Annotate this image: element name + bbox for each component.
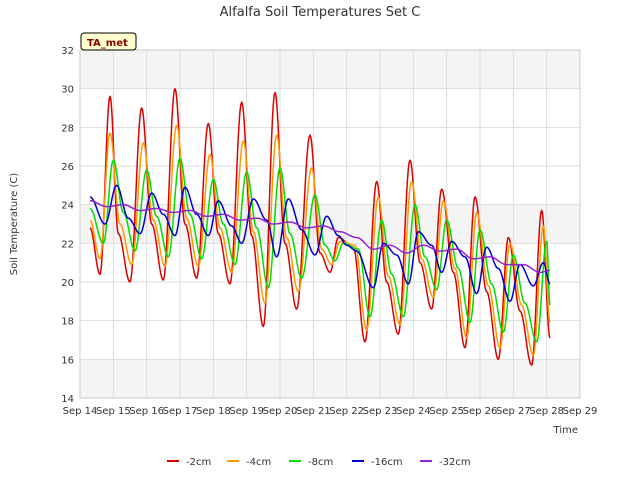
legend-label: -2cm (186, 457, 211, 468)
station-badge-box (80, 32, 137, 51)
x-tick-label: Sep 27 (496, 406, 531, 417)
chart-title: Alfalfa Soil Temperatures Set C (220, 5, 421, 20)
x-tick-label: Sep 23 (363, 406, 398, 417)
y-tick-label: 18 (61, 317, 74, 328)
y-tick-label: 16 (61, 355, 74, 366)
y-tick-label: 28 (61, 123, 74, 134)
x-tick-label: Sep 19 (229, 406, 264, 417)
station-badge: TA_met (80, 32, 137, 51)
x-tick-label: Sep 17 (163, 406, 198, 417)
background-band (80, 204, 580, 244)
x-tick-label: Sep 16 (129, 406, 164, 417)
legend: -2cm -4cm -8cm -16cm -32cm (167, 457, 471, 468)
x-tick-label: Sep 25 (429, 406, 464, 417)
legend-label: -8cm (308, 457, 333, 468)
background-band (80, 50, 580, 89)
legend-label: -4cm (246, 457, 271, 468)
legend-label: -32cm (439, 457, 471, 468)
x-tick-label: Sep 15 (96, 406, 131, 417)
series-line-neg2cm (89, 87, 551, 366)
background-bands (80, 50, 580, 398)
series-line-neg32cm (89, 200, 551, 274)
series-lines (89, 87, 551, 366)
x-tick-label: Sep 18 (196, 406, 231, 417)
series-line-neg4cm (89, 124, 551, 357)
plot-frame (79, 49, 581, 399)
station-badge-label: TA_met (87, 38, 128, 49)
x-tick-label: Sep 14 (63, 406, 98, 417)
series-line-neg8cm (89, 157, 551, 343)
y-tick-label: 14 (61, 394, 74, 405)
y-tick-label: 24 (61, 201, 74, 212)
y-axis-label: Soil Temperature (C) (9, 173, 20, 276)
y-tick-label: 22 (61, 239, 74, 250)
y-axis-ticks: 14 16 18 20 22 24 26 28 30 32 (61, 46, 74, 405)
x-tick-label: Sep 24 (396, 406, 431, 417)
x-axis-label: Time (553, 425, 578, 436)
x-tick-label: Sep 29 (563, 406, 598, 417)
x-tick-label: Sep 22 (329, 406, 364, 417)
background-band (80, 127, 580, 166)
y-tick-label: 20 (61, 278, 74, 289)
legend-label: -16cm (371, 457, 403, 468)
y-tick-label: 32 (61, 46, 74, 57)
x-tick-label: Sep 20 (263, 406, 298, 417)
y-tick-label: 26 (61, 162, 74, 173)
x-tick-label: Sep 26 (463, 406, 498, 417)
x-tick-label: Sep 28 (529, 406, 564, 417)
series-line-neg16cm (89, 184, 551, 303)
background-band (80, 359, 580, 398)
y-tick-label: 30 (61, 85, 74, 96)
x-tick-label: Sep 21 (296, 406, 331, 417)
